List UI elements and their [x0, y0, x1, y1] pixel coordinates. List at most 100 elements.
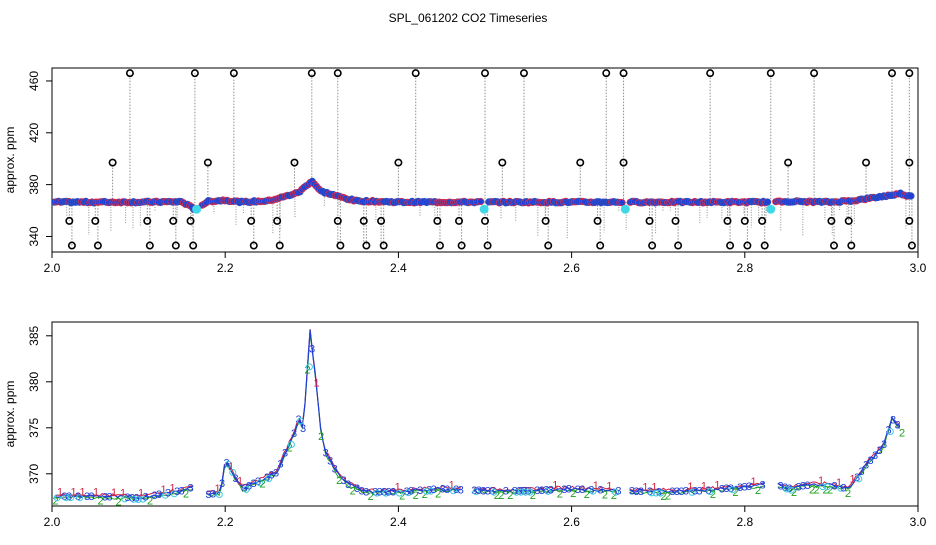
- series-point-label: 1: [228, 461, 234, 473]
- y-tick-label: 340: [27, 226, 41, 246]
- series-point-label: 3: [471, 485, 477, 497]
- raw-point: [671, 216, 680, 225]
- series-point-marker: [589, 487, 597, 495]
- series-point-label: 2: [827, 484, 833, 496]
- series-point-label: 3: [503, 485, 509, 497]
- raw-point: [847, 241, 856, 250]
- series-point-label: 3: [102, 491, 108, 503]
- series-point-label: 2: [602, 490, 608, 502]
- series-point-marker: [837, 484, 845, 492]
- series-point-label: 1: [79, 486, 85, 498]
- series-point-label: 3: [386, 486, 392, 498]
- x-tick-label: 2.4: [390, 261, 407, 275]
- raw-point: [108, 158, 117, 167]
- raw-point: [435, 241, 444, 250]
- series-point-label: 1: [160, 484, 166, 496]
- series-point-label: 2: [115, 497, 121, 509]
- series-point-label: 3: [863, 460, 869, 472]
- raw-point: [290, 158, 299, 167]
- chart-title: SPL_061202 CO2 Timeseries: [389, 11, 548, 25]
- baseline-point: [907, 192, 915, 200]
- raw-point: [377, 216, 386, 225]
- series-point-label: 3: [597, 485, 603, 497]
- series-point-label: 3: [521, 485, 527, 497]
- series-point-label: 3: [674, 486, 680, 498]
- raw-point: [457, 241, 466, 250]
- series-point-label: 3: [669, 486, 675, 498]
- series-point-label: 3: [759, 480, 765, 492]
- series-point-label: 3: [786, 483, 792, 495]
- series-point-label: 3: [656, 486, 662, 498]
- raw-point: [905, 158, 914, 167]
- series-point-marker: [787, 486, 795, 494]
- gap-point: [479, 204, 489, 214]
- raw-point: [67, 241, 76, 250]
- series-point-marker: [526, 488, 534, 496]
- series-point-label: 3: [61, 491, 67, 503]
- series-point-label: 3: [561, 484, 567, 496]
- series-point-label: 3: [206, 489, 212, 501]
- series-point-label: 3: [264, 472, 270, 484]
- raw-point: [706, 69, 715, 78]
- x-tick-label: 2.6: [563, 261, 580, 275]
- x-tick-label: 2.0: [44, 261, 61, 275]
- raw-point: [125, 69, 134, 78]
- series-point-label: 2: [611, 490, 617, 502]
- series-point-label: 2: [570, 488, 576, 500]
- series-point-label: 2: [710, 489, 716, 501]
- raw-point: [596, 241, 605, 250]
- series-point-label: 1: [237, 475, 243, 487]
- series-point-label: 3: [566, 484, 572, 496]
- series-point-label: 3: [426, 484, 432, 496]
- series-point-label: 3: [876, 445, 882, 457]
- series-point-label: 2: [260, 479, 266, 491]
- series-point-label: 2: [755, 485, 761, 497]
- series-point-labels: 2133131331233121333132331313323331331313…: [52, 344, 905, 509]
- series-point-label: 3: [886, 425, 892, 437]
- series-point-marker: [819, 483, 827, 491]
- series-point-marker: [404, 489, 412, 497]
- raw-point: [541, 216, 550, 225]
- series-point-label: 1: [750, 476, 756, 488]
- series-point-label: 3: [251, 478, 257, 490]
- series-point-label: 3: [444, 484, 450, 496]
- series-point-label: 3: [300, 423, 306, 435]
- raw-point: [827, 216, 836, 225]
- series-point-label: 3: [341, 475, 347, 487]
- x-tick-label: 2.6: [563, 515, 580, 529]
- y-axis-label: approx. ppm: [3, 127, 17, 194]
- series-point-label: 1: [701, 481, 707, 493]
- series-point-label: 1: [552, 480, 558, 492]
- raw-point: [189, 241, 198, 250]
- series-point-marker: [139, 495, 147, 503]
- series-point-label: 3: [129, 492, 135, 504]
- series-point-label: 2: [97, 496, 103, 508]
- series-point-label: 3: [872, 450, 878, 462]
- x-tick-label: 2.8: [736, 515, 753, 529]
- y-tick-label: 375: [27, 417, 41, 437]
- series-point-marker: [783, 485, 791, 493]
- series-point-marker: [612, 488, 620, 496]
- series-point-label: 3: [854, 472, 860, 484]
- series-point-label: 3: [782, 482, 788, 494]
- series-point-label: 3: [354, 483, 360, 495]
- x-axis: 2.0 2.2 2.4 2.6 2.8 3.0: [44, 506, 927, 529]
- series-point-label: 3: [408, 486, 414, 498]
- x-tick-label: 2.8: [736, 261, 753, 275]
- raw-point: [249, 241, 258, 250]
- raw-point: [247, 216, 256, 225]
- raw-point: [91, 216, 100, 225]
- series-point-label: 1: [606, 481, 612, 493]
- series-point-label: 3: [309, 344, 315, 356]
- series-point-label: 3: [629, 486, 635, 498]
- series-point-label: 1: [169, 482, 175, 494]
- raw-point: [65, 216, 74, 225]
- raw-point: [483, 241, 492, 250]
- raw-point: [336, 241, 345, 250]
- series-point-marker: [648, 489, 656, 497]
- series-point-marker: [423, 487, 430, 495]
- series-point-label: 3: [246, 480, 252, 492]
- gap-point: [192, 204, 202, 214]
- raw-point: [143, 216, 152, 225]
- series-point-label: 2: [435, 488, 441, 500]
